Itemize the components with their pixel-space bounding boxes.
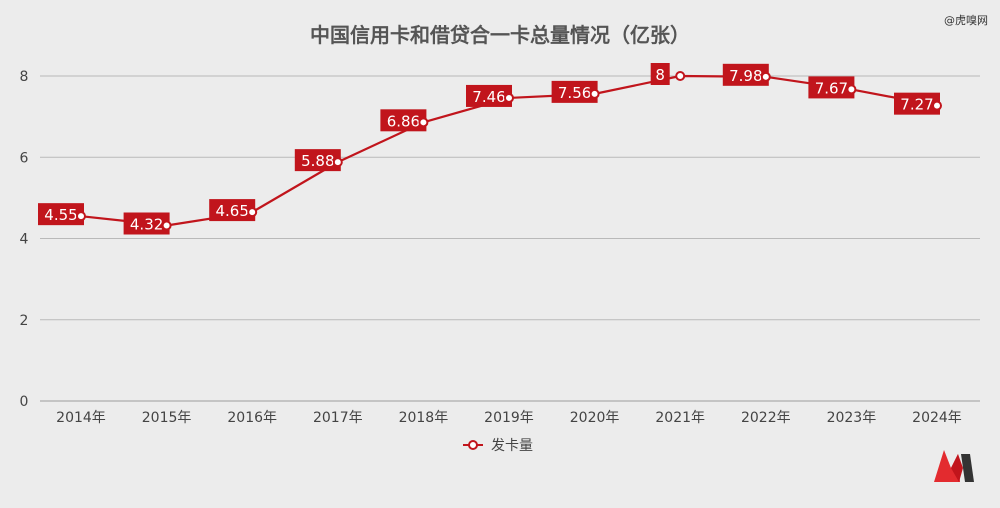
x-tick-label: 2017年 <box>313 410 363 426</box>
watermark: @虎嗅网 <box>944 14 988 27</box>
x-tick-label: 2020年 <box>570 410 620 426</box>
data-label: 4.55 <box>44 206 77 224</box>
data-label-box <box>722 63 769 86</box>
data-point <box>932 100 942 111</box>
data-label-box <box>650 63 670 85</box>
data-label: 7.67 <box>815 79 848 97</box>
data-label: 7.98 <box>729 67 762 85</box>
x-tick-label: 2024年 <box>912 410 962 426</box>
data-point <box>675 71 686 81</box>
y-tick-label: 2 <box>20 313 29 329</box>
data-label-box <box>38 203 84 226</box>
data-point <box>760 71 771 82</box>
data-label-box <box>894 92 940 115</box>
x-tick-label: 2023年 <box>827 410 877 426</box>
data-label-box <box>808 76 855 99</box>
y-tick-label: 6 <box>20 150 29 166</box>
data-label: 5.88 <box>301 152 334 170</box>
data-point <box>76 211 86 222</box>
data-point <box>846 84 857 95</box>
y-tick-label: 4 <box>20 232 29 248</box>
data-point <box>589 88 600 99</box>
legend-label: 发卡量 <box>491 438 533 454</box>
data-point <box>418 117 429 128</box>
data-label: 7.46 <box>472 88 505 106</box>
data-label: 7.56 <box>558 84 591 102</box>
x-tick-label: 2015年 <box>142 410 192 426</box>
x-tick-label: 2019年 <box>484 410 534 426</box>
data-label: 4.32 <box>130 216 163 234</box>
x-tick-label: 2014年 <box>56 410 106 426</box>
data-label-box <box>551 80 598 103</box>
y-tick-label: 8 <box>20 69 29 85</box>
legend-marker <box>468 440 478 450</box>
data-label-box <box>380 109 427 132</box>
data-point <box>161 220 172 231</box>
data-label-box <box>466 84 512 107</box>
data-label-box <box>123 212 170 235</box>
data-point <box>332 157 343 168</box>
x-tick-label: 2022年 <box>741 410 791 426</box>
data-label: 8 <box>655 66 665 84</box>
y-tick-label: 0 <box>20 394 29 410</box>
stylized-m-logo <box>934 450 974 482</box>
data-label-box <box>294 149 341 172</box>
data-label: 7.27 <box>900 96 933 114</box>
data-label: 6.86 <box>387 112 420 130</box>
x-tick-label: 2018年 <box>399 410 449 426</box>
data-point <box>247 207 258 218</box>
x-tick-label: 2021年 <box>655 410 705 426</box>
data-label-box <box>209 199 256 222</box>
x-tick-label: 2016年 <box>227 410 277 426</box>
chart-title: 中国信用卡和借贷合一卡总量情况（亿张） <box>310 23 690 47</box>
data-point <box>504 92 514 103</box>
data-label: 4.65 <box>215 202 248 220</box>
